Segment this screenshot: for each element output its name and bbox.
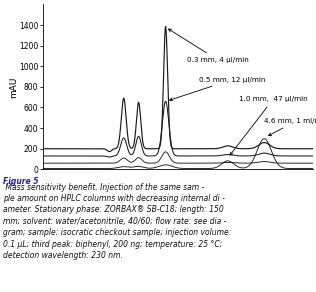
Text: 1.0 mm,  47 μl/min: 1.0 mm, 47 μl/min	[230, 96, 307, 155]
Text: Figure 5: Figure 5	[3, 177, 39, 186]
Y-axis label: mAU: mAU	[9, 76, 18, 98]
Text: 0.3 mm, 4 μl/min: 0.3 mm, 4 μl/min	[168, 29, 249, 63]
Text: 0.5 mm, 12 μl/min: 0.5 mm, 12 μl/min	[170, 77, 265, 101]
Text: Mass sensitivity benefit. Injection of the same sam -
ple amount on HPLC columns: Mass sensitivity benefit. Injection of t…	[3, 182, 232, 260]
Text: 4.6 mm, 1 ml/min: 4.6 mm, 1 ml/min	[264, 118, 316, 136]
